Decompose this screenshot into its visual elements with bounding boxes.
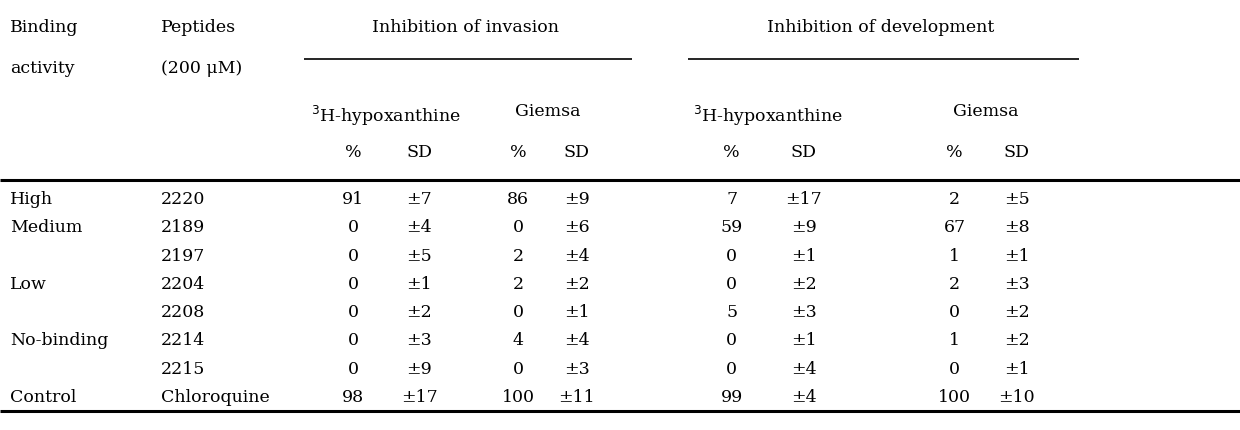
Text: Low: Low [10, 275, 47, 292]
Text: %: % [345, 144, 362, 161]
Text: ±2: ±2 [791, 275, 816, 292]
Text: 91: 91 [342, 190, 365, 208]
Text: 0: 0 [727, 247, 737, 264]
Text: 0: 0 [348, 247, 358, 264]
Text: ±1: ±1 [564, 304, 589, 320]
Text: ±2: ±2 [407, 304, 432, 320]
Text: 67: 67 [944, 219, 966, 236]
Text: 100: 100 [939, 388, 971, 405]
Text: ±8: ±8 [1004, 219, 1029, 236]
Text: SD: SD [791, 144, 816, 161]
Text: 0: 0 [950, 360, 960, 377]
Text: %: % [510, 144, 527, 161]
Text: 2189: 2189 [161, 219, 206, 236]
Text: $^3$H-hypoxanthine: $^3$H-hypoxanthine [311, 103, 460, 127]
Text: Inhibition of invasion: Inhibition of invasion [372, 19, 558, 36]
Text: ±4: ±4 [564, 332, 589, 349]
Text: ±2: ±2 [564, 275, 589, 292]
Text: ±3: ±3 [1004, 275, 1029, 292]
Text: 0: 0 [348, 304, 358, 320]
Text: ±17: ±17 [785, 190, 822, 208]
Text: ±9: ±9 [407, 360, 432, 377]
Text: Peptides: Peptides [161, 19, 237, 36]
Text: ±3: ±3 [791, 304, 816, 320]
Text: 2215: 2215 [161, 360, 206, 377]
Text: ±11: ±11 [558, 388, 595, 405]
Text: Inhibition of development: Inhibition of development [766, 19, 994, 36]
Text: No-binding: No-binding [10, 332, 108, 349]
Text: Medium: Medium [10, 219, 82, 236]
Text: 7: 7 [727, 190, 737, 208]
Text: 0: 0 [348, 219, 358, 236]
Text: 2220: 2220 [161, 190, 206, 208]
Text: 2: 2 [950, 190, 960, 208]
Text: 0: 0 [950, 304, 960, 320]
Text: SD: SD [1004, 144, 1029, 161]
Text: ±3: ±3 [564, 360, 589, 377]
Text: 2208: 2208 [161, 304, 206, 320]
Text: 59: 59 [720, 219, 743, 236]
Text: ±3: ±3 [407, 332, 432, 349]
Text: 5: 5 [727, 304, 737, 320]
Text: activity: activity [10, 60, 74, 77]
Text: 98: 98 [342, 388, 365, 405]
Text: ±1: ±1 [791, 247, 816, 264]
Text: 0: 0 [727, 360, 737, 377]
Text: %: % [946, 144, 963, 161]
Text: Giemsa: Giemsa [516, 103, 580, 120]
Text: %: % [723, 144, 740, 161]
Text: ±2: ±2 [1004, 304, 1029, 320]
Text: 1: 1 [950, 332, 960, 349]
Text: 0: 0 [513, 219, 523, 236]
Text: 2204: 2204 [161, 275, 206, 292]
Text: 1: 1 [950, 247, 960, 264]
Text: Binding: Binding [10, 19, 78, 36]
Text: ±4: ±4 [791, 360, 816, 377]
Text: ±6: ±6 [564, 219, 589, 236]
Text: 2197: 2197 [161, 247, 206, 264]
Text: 4: 4 [513, 332, 523, 349]
Text: SD: SD [564, 144, 589, 161]
Text: ±1: ±1 [1004, 360, 1029, 377]
Text: ±5: ±5 [407, 247, 432, 264]
Text: 2: 2 [513, 275, 523, 292]
Text: 0: 0 [513, 304, 523, 320]
Text: High: High [10, 190, 53, 208]
Text: Control: Control [10, 388, 77, 405]
Text: ±1: ±1 [791, 332, 816, 349]
Text: 2: 2 [513, 247, 523, 264]
Text: Giemsa: Giemsa [954, 103, 1018, 120]
Text: ±9: ±9 [791, 219, 816, 236]
Text: 0: 0 [348, 332, 358, 349]
Text: ±1: ±1 [407, 275, 432, 292]
Text: ±2: ±2 [1004, 332, 1029, 349]
Text: ±9: ±9 [564, 190, 589, 208]
Text: $^3$H-hypoxanthine: $^3$H-hypoxanthine [693, 103, 842, 127]
Text: Chloroquine: Chloroquine [161, 388, 270, 405]
Text: 0: 0 [348, 360, 358, 377]
Text: ±17: ±17 [401, 388, 438, 405]
Text: 0: 0 [513, 360, 523, 377]
Text: ±4: ±4 [407, 219, 432, 236]
Text: 0: 0 [348, 275, 358, 292]
Text: 0: 0 [727, 332, 737, 349]
Text: 99: 99 [720, 388, 743, 405]
Text: ±7: ±7 [407, 190, 432, 208]
Text: ±5: ±5 [1004, 190, 1029, 208]
Text: ±10: ±10 [998, 388, 1035, 405]
Text: ±4: ±4 [791, 388, 816, 405]
Text: 0: 0 [727, 275, 737, 292]
Text: ±4: ±4 [564, 247, 589, 264]
Text: SD: SD [407, 144, 432, 161]
Text: 2214: 2214 [161, 332, 206, 349]
Text: 100: 100 [502, 388, 534, 405]
Text: ±1: ±1 [1004, 247, 1029, 264]
Text: (200 μM): (200 μM) [161, 60, 243, 77]
Text: 2: 2 [950, 275, 960, 292]
Text: 86: 86 [507, 190, 529, 208]
